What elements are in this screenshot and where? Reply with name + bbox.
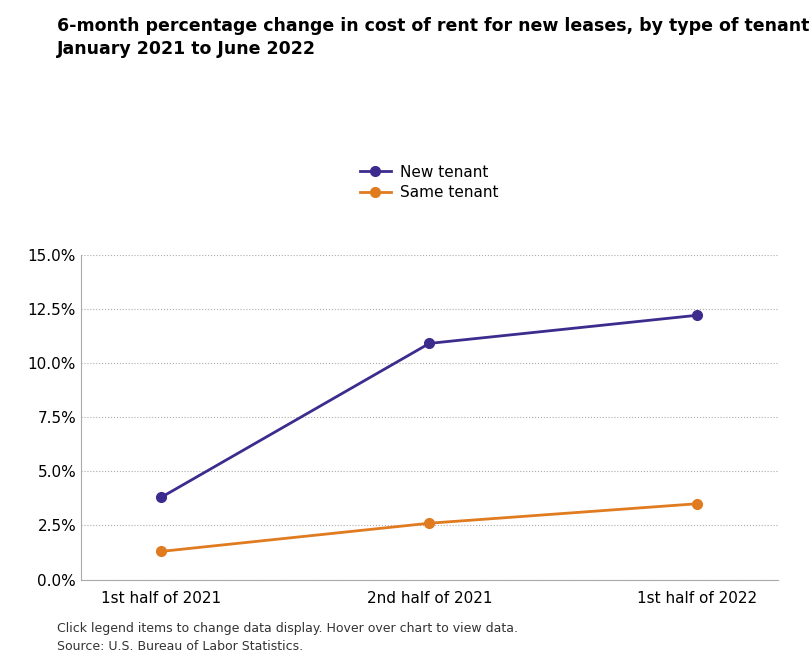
New tenant [693,312,702,320]
Legend: New tenant, Same tenant: New tenant, Same tenant [360,165,498,200]
Text: 6-month percentage change in cost of rent for new leases, by type of tenant,
Jan: 6-month percentage change in cost of ren… [57,17,810,58]
Line: Same tenant: Same tenant [156,499,702,556]
Same tenant [424,519,434,527]
New tenant [424,340,434,348]
Same tenant [693,500,702,508]
Line: New tenant: New tenant [156,310,702,502]
Text: Click legend items to change data display. Hover over chart to view data.
Source: Click legend items to change data displa… [57,622,518,653]
Same tenant [156,547,166,555]
New tenant [156,493,166,501]
